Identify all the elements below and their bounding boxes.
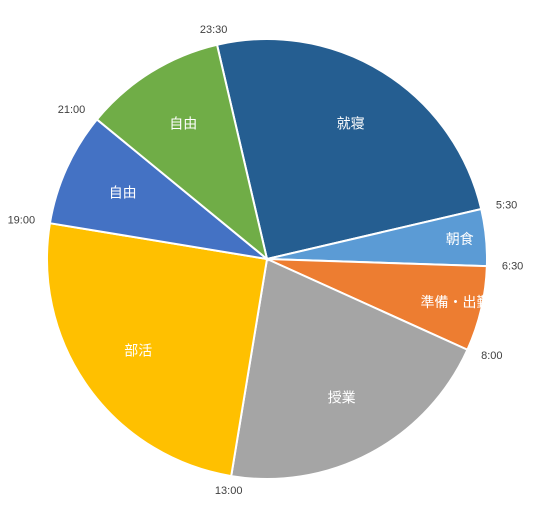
slice-label: 朝食: [446, 231, 474, 248]
slice-label: 授業: [328, 391, 356, 407]
slice-label: 自由: [109, 186, 137, 202]
time-label: 21:00: [58, 104, 86, 116]
time-label: 23:30: [200, 24, 228, 36]
pie-slices: [47, 39, 487, 479]
slice-label: 自由: [169, 117, 197, 133]
pie-slice: [47, 223, 267, 476]
time-label: 13:00: [215, 485, 243, 497]
slice-label: 部活: [124, 343, 152, 359]
time-label: 19:00: [8, 215, 36, 227]
slice-label: 準備・出勤: [421, 295, 491, 311]
time-label: 8:00: [481, 350, 502, 362]
slice-label: 就寝: [337, 116, 365, 133]
time-label: 6:30: [502, 261, 523, 273]
time-label: 5:30: [496, 200, 517, 212]
